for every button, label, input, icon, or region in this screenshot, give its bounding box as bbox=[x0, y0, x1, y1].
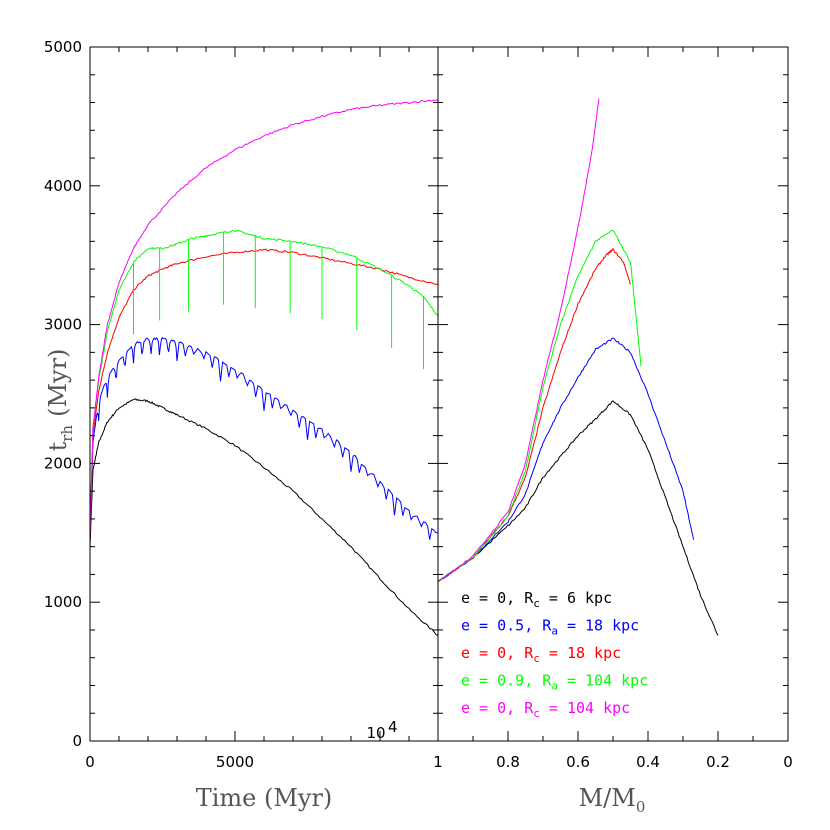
left-x-tick-label-exp-2: 4 bbox=[388, 718, 398, 736]
y-axis-title-unit: (Myr) bbox=[44, 349, 72, 417]
right-x-tick-label-4: 0.2 bbox=[706, 753, 730, 771]
right-tick-labels: 1 0.8 0.6 0.4 0.2 0 bbox=[433, 753, 793, 771]
legend: e = 0, Rc = 6 kpc e = 0.5, Ra = 18 kpc e =… bbox=[461, 589, 648, 720]
right-x-tick-label-1: 0.8 bbox=[496, 753, 520, 771]
y-axis-title-main: t bbox=[44, 441, 72, 451]
left-ticks bbox=[89, 46, 439, 742]
left-x-tick-label-0: 0 bbox=[85, 753, 95, 771]
right-series-group bbox=[437, 98, 719, 636]
legend-entry-1: e = 0.5, Ra = 18 kpc bbox=[461, 617, 639, 638]
left-series-line-3 bbox=[89, 229, 439, 533]
svg-text:trh(Myr): trh (Myr) bbox=[44, 349, 76, 452]
legend-entry-0: e = 0, Rc = 6 kpc bbox=[461, 589, 612, 610]
right-series-line-4 bbox=[437, 98, 600, 583]
left-series-line-4 bbox=[89, 99, 439, 534]
y-tick-labels: 0 1000 2000 3000 4000 5000 bbox=[44, 38, 82, 750]
left-x-tick-label-2: 10 bbox=[366, 724, 385, 742]
right-x-tick-label-0: 1 bbox=[433, 753, 443, 771]
y-tick-label-2: 2000 bbox=[44, 454, 82, 472]
right-series-line-0 bbox=[437, 400, 719, 636]
legend-entry-2: e = 0, Rc = 18 kpc bbox=[461, 644, 621, 665]
left-series-line-0 bbox=[89, 398, 439, 636]
y-tick-label-0: 0 bbox=[72, 732, 82, 750]
right-series-line-2 bbox=[437, 247, 631, 582]
right-x-axis-title: M/M0 bbox=[579, 784, 646, 816]
right-x-tick-label-3: 0.4 bbox=[636, 753, 660, 771]
y-tick-label-1: 1000 bbox=[44, 593, 82, 611]
left-series-group bbox=[89, 99, 439, 636]
left-series-line-2 bbox=[89, 248, 438, 540]
y-axis-title: trh (Myr) bbox=[44, 349, 76, 452]
right-x-axis-title-sub: 0 bbox=[636, 798, 646, 816]
y-tick-label-5: 5000 bbox=[44, 38, 82, 56]
left-panel: 0 5000 10 4 0 1000 2000 3000 4000 5000 Time (Myr… bbox=[44, 38, 439, 812]
right-series-line-3 bbox=[437, 229, 642, 583]
left-x-axis-title: Time (Myr) bbox=[196, 784, 333, 812]
legend-entry-4: e = 0, Rc = 104 kpc bbox=[461, 699, 630, 720]
right-x-tick-label-5: 0 bbox=[783, 753, 793, 771]
y-tick-label-4: 4000 bbox=[44, 177, 82, 195]
left-x-tick-label-1: 5000 bbox=[216, 753, 254, 771]
left-tick-labels: 0 5000 10 4 bbox=[85, 718, 397, 771]
right-x-axis-title-main: M/M bbox=[579, 784, 636, 812]
right-ticks bbox=[437, 46, 789, 742]
y-tick-label-3: 3000 bbox=[44, 316, 82, 334]
y-axis-title-sub: rh bbox=[58, 425, 76, 442]
right-series-line-1 bbox=[437, 337, 694, 583]
legend-entry-3: e = 0.9, Ra = 104 kpc bbox=[461, 672, 648, 693]
left-series-line-1 bbox=[89, 336, 438, 541]
right-x-tick-label-2: 0.6 bbox=[566, 753, 590, 771]
